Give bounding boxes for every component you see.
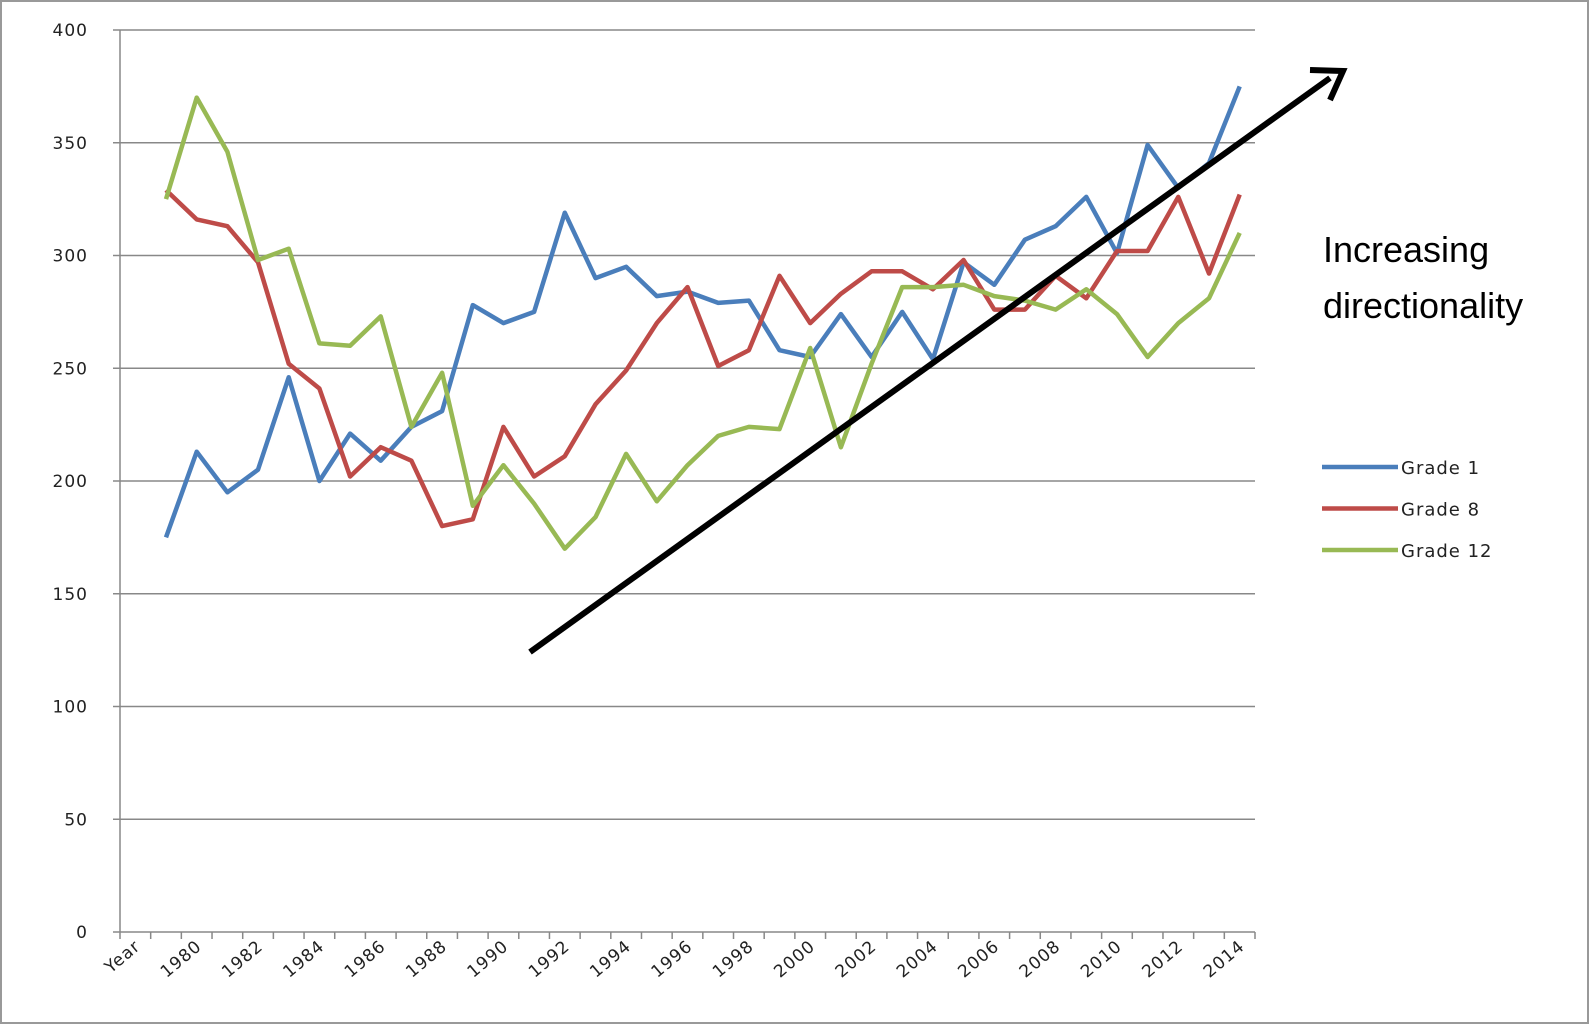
series-line (163, 85, 1242, 539)
arrow-head (1309, 67, 1348, 102)
legend: Grade 1 Grade 8 Grade 12 (1322, 458, 1493, 562)
y-tick-label: 350 (53, 134, 88, 154)
y-tick-label: 100 (53, 698, 88, 718)
series-line (164, 188, 1242, 529)
legend-label: Grade 8 (1401, 500, 1480, 521)
annotation: Increasing (1323, 229, 1489, 270)
y-tick-label: 50 (64, 810, 88, 830)
series-line (163, 95, 1242, 551)
legend-label: Grade 12 (1401, 541, 1493, 562)
annotation: directionality (1323, 285, 1523, 326)
legend-label: Grade 1 (1401, 458, 1480, 479)
y-tick-label: 300 (53, 247, 88, 267)
y-tick-label: 250 (53, 359, 88, 379)
trend-arrow (528, 75, 1332, 655)
y-tick-label: 400 (53, 21, 88, 41)
y-tick-label: 0 (76, 923, 88, 943)
plot (163, 85, 1242, 551)
y-tick-label: 150 (53, 585, 88, 605)
y-tick-label: 200 (53, 472, 88, 492)
